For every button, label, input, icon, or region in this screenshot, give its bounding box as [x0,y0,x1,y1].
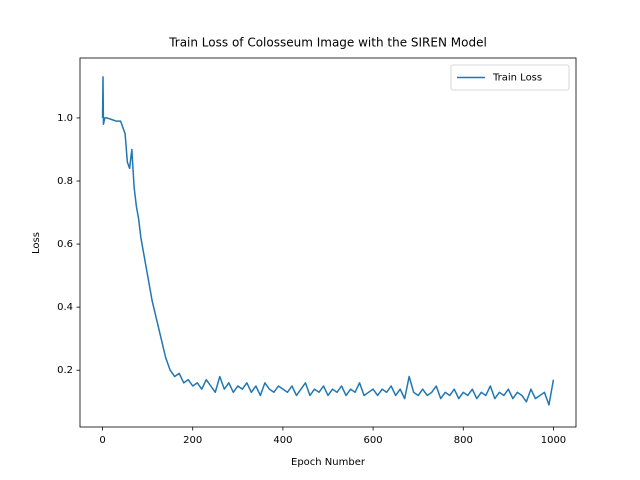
y-tick-label: 0.2 [57,365,73,376]
y-tick-label: 1.0 [57,113,73,124]
x-tick-label: 200 [183,435,202,446]
plot-frame [79,57,577,428]
x-tick-label: 1000 [541,435,566,446]
x-tick-label: 400 [273,435,292,446]
y-axis-label: Loss [31,232,42,254]
x-tick-label: 800 [454,435,473,446]
y-tick-label: 0.4 [57,302,73,313]
x-axis-label: Epoch Number [291,457,366,468]
x-tick-label: 600 [364,435,383,446]
y-tick-label: 0.8 [57,176,73,187]
y-tick-label: 0.6 [57,239,73,250]
x-tick-label: 0 [99,435,105,446]
chart-title: Train Loss of Colosseum Image with the S… [168,36,487,50]
legend-label: Train Loss [492,73,542,84]
legend-box [450,64,570,91]
loss-line [101,76,555,406]
